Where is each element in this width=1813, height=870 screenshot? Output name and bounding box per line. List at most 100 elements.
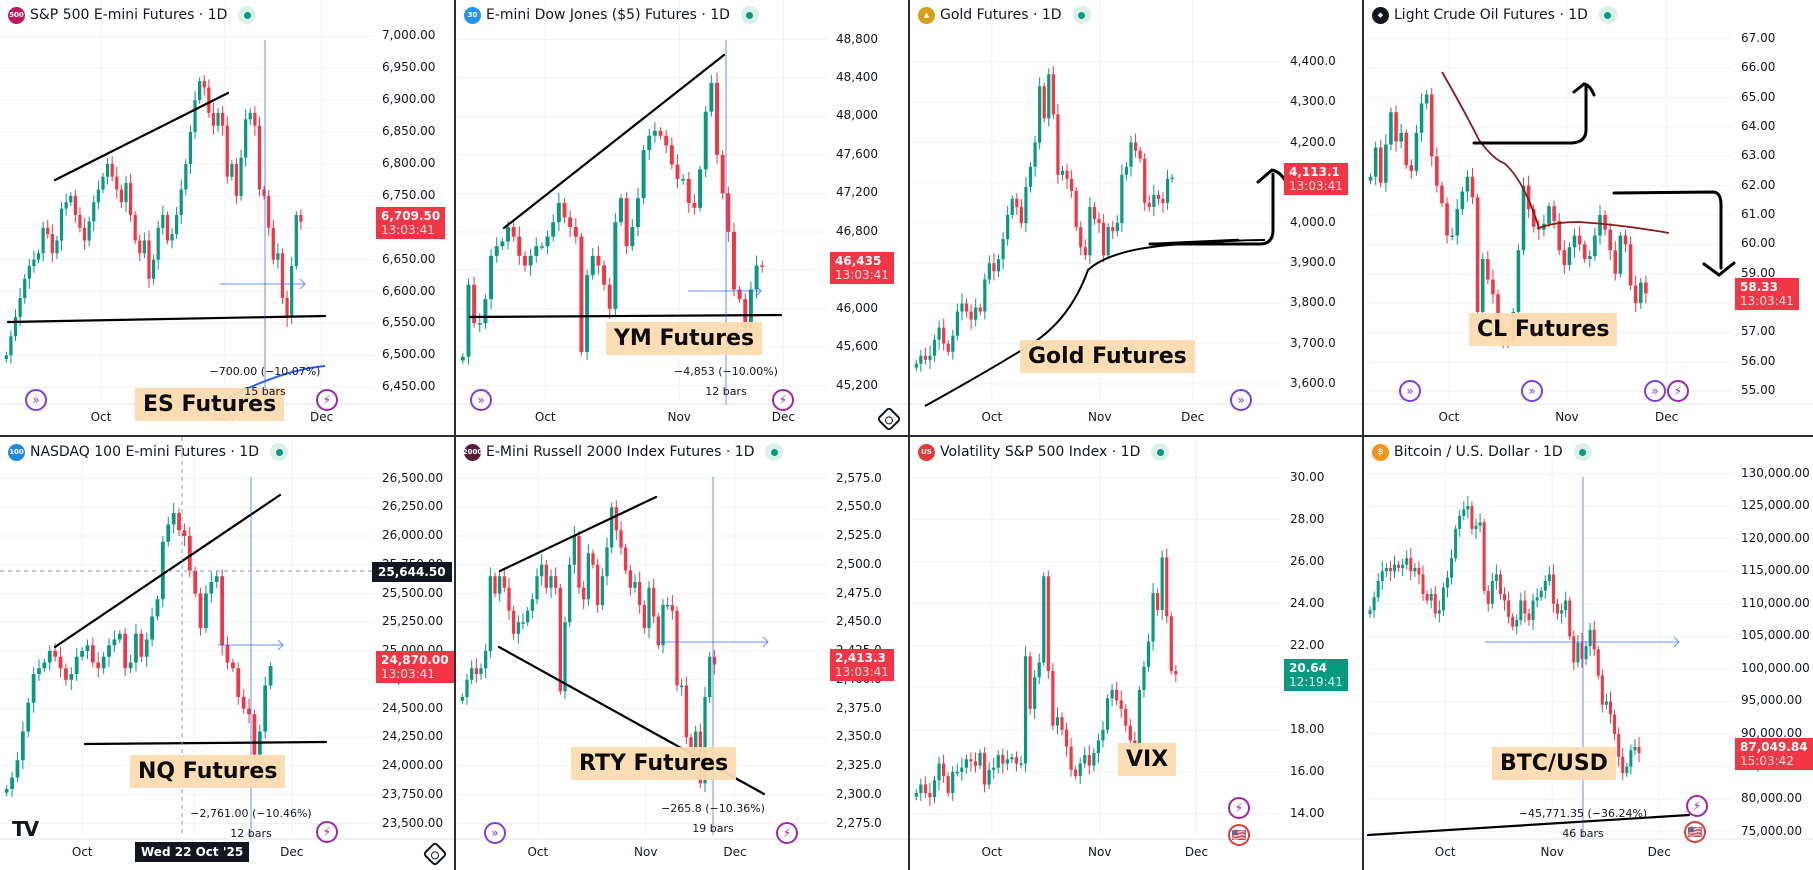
dividend-arrow-event-icon[interactable]: » xyxy=(470,389,492,411)
measure-bars: 46 bars xyxy=(1562,827,1604,840)
chart-panel-cl[interactable]: ◆ Light Crude Oil Futures · 1D 67.00 66.00 6… xyxy=(1364,0,1813,435)
price-axis-tick: 4,300.0 xyxy=(1290,94,1336,109)
candlestick-chart[interactable] xyxy=(0,0,454,435)
chart-header[interactable]: 500 S&P 500 E-mini Futures · 1D xyxy=(8,6,257,24)
lightning-event-icon[interactable]: ⚡ xyxy=(1228,797,1250,819)
chart-panel-rty[interactable]: 2000 E-Mini Russell 2000 Index Futures · … xyxy=(456,437,908,870)
time-axis-tick: Dec xyxy=(280,845,304,859)
market-open-status-icon xyxy=(238,6,257,24)
price-axis-tick: 6,600.00 xyxy=(382,283,436,298)
bar-countdown: 13:03:41 xyxy=(835,267,889,282)
measure-bars: 12 bars xyxy=(230,827,272,840)
candlestick-chart[interactable] xyxy=(1364,437,1813,870)
price-axis-tick: 7,000.00 xyxy=(382,28,436,43)
price-axis-tick: 26.00 xyxy=(1290,553,1325,568)
crosshair-date-label: Wed 22 Oct '25 xyxy=(135,842,250,862)
annotation-label: Gold Futures xyxy=(1020,340,1195,373)
price-axis-tick: 105,000.00 xyxy=(1741,628,1810,643)
last-price-label: 46,435 13:03:41 xyxy=(830,251,894,284)
price-axis-tick: 2,450.0 xyxy=(836,614,882,629)
chart-header[interactable]: 2000 E-Mini Russell 2000 Index Futures · … xyxy=(463,443,784,461)
price-axis-tick: 3,900.0 xyxy=(1290,255,1336,270)
symbol-logo-icon: US xyxy=(918,443,935,461)
price-axis-tick: 24,000.00 xyxy=(382,758,444,772)
price-axis-tick: 16.00 xyxy=(1290,763,1325,778)
last-price-label: 87,049.84 15:03:42 xyxy=(1735,738,1813,771)
chart-header[interactable]: 30 E-mini Dow Jones ($5) Futures · 1D xyxy=(464,6,759,24)
price-axis-tick: 3,800.0 xyxy=(1290,295,1336,310)
lightning-event-icon[interactable]: ⚡ xyxy=(776,822,798,844)
chart-panel-vix[interactable]: US Volatility S&P 500 Index · 1D 30.00 28.0… xyxy=(910,437,1362,870)
dividend-arrow-event-icon[interactable]: » xyxy=(25,389,47,411)
dividend-arrow-event-icon[interactable]: » xyxy=(1230,389,1252,411)
dividend-arrow-event-icon[interactable]: » xyxy=(1399,380,1421,402)
symbol-logo-icon: 2000 xyxy=(463,443,482,461)
candlestick-chart[interactable] xyxy=(910,0,1362,435)
dividend-arrow-event-icon[interactable]: » xyxy=(1644,380,1666,402)
market-open-status-icon xyxy=(1151,443,1170,461)
last-price-value: 20.64 xyxy=(1289,661,1327,676)
price-axis-tick: 55.00 xyxy=(1741,383,1776,398)
lightning-event-icon[interactable]: ⚡ xyxy=(316,821,338,843)
price-axis-tick: 4,000.0 xyxy=(1290,215,1336,230)
lightning-event-icon[interactable]: ⚡ xyxy=(772,389,794,411)
bar-countdown: 15:03:42 xyxy=(1740,754,1794,769)
time-axis-tick: Nov xyxy=(1540,845,1564,859)
market-open-status-icon xyxy=(1072,6,1091,24)
chart-header[interactable]: ₿ Bitcoin / U.S. Dollar · 1D xyxy=(1372,443,1592,461)
price-axis-tick: 28.00 xyxy=(1290,511,1325,526)
last-price-label: 24,870.00 13:03:41 xyxy=(376,650,454,683)
price-axis-tick: 30.00 xyxy=(1290,469,1325,484)
lightning-event-icon[interactable]: ⚡ xyxy=(1667,380,1689,402)
candlestick-chart[interactable] xyxy=(910,437,1362,870)
price-axis-tick: 2,350.0 xyxy=(836,729,882,744)
price-axis-tick: 4,400.0 xyxy=(1290,54,1336,69)
chart-title: NASDAQ 100 E-mini Futures · 1D xyxy=(30,444,259,460)
chart-header[interactable]: ▲ Gold Futures · 1D xyxy=(918,6,1091,24)
price-axis-tick: 2,300.0 xyxy=(836,786,882,801)
last-price-label: 4,113.1 13:03:41 xyxy=(1284,162,1348,195)
price-axis-tick: 14.00 xyxy=(1290,805,1325,820)
tradingview-logo-icon[interactable]: TV xyxy=(12,817,39,841)
crosshair-price-label: 25,644.50 xyxy=(372,562,452,582)
time-axis-tick: Dec xyxy=(723,845,747,859)
price-axis-tick: 26,250.00 xyxy=(382,499,444,514)
last-price-value: 4,113.1 xyxy=(1289,164,1340,179)
price-axis-tick: 2,275.0 xyxy=(836,815,882,830)
chart-header[interactable]: 100 NASDAQ 100 E-mini Futures · 1D xyxy=(8,443,288,461)
last-price-value: 24,870.00 xyxy=(381,652,449,667)
price-axis-tick: 2,375.0 xyxy=(836,700,882,715)
dividend-arrow-event-icon[interactable]: » xyxy=(484,822,506,844)
chart-panel-btc[interactable]: ₿ Bitcoin / U.S. Dollar · 1D 130,000.00 125… xyxy=(1364,437,1813,870)
chart-panel-nq[interactable]: 100 NASDAQ 100 E-mini Futures · 1D 26,500.… xyxy=(0,437,454,870)
price-axis-tick: 90,000.00 xyxy=(1741,726,1803,741)
price-axis-tick: 6,900.00 xyxy=(382,92,436,107)
price-axis-tick: 66.00 xyxy=(1741,60,1776,75)
annotation-label: BTC/USD xyxy=(1492,747,1616,780)
chart-header[interactable]: ◆ Light Crude Oil Futures · 1D xyxy=(1372,6,1617,24)
chart-panel-ym[interactable]: 30 E-mini Dow Jones ($5) Futures · 1D 48,8… xyxy=(456,0,908,435)
price-axis-tick: 2,500.0 xyxy=(836,556,882,571)
price-axis-tick: 26,500.00 xyxy=(382,470,444,485)
lightning-event-icon[interactable]: ⚡ xyxy=(316,389,338,411)
price-axis-tick: 120,000.00 xyxy=(1741,530,1810,545)
us-flag-event-icon[interactable]: 🇺🇸 xyxy=(1228,824,1250,846)
symbol-logo-icon: ▲ xyxy=(918,6,935,24)
annotation-label: CL Futures xyxy=(1469,313,1618,346)
time-axis-tick: Oct xyxy=(527,845,549,859)
price-axis-tick: 46,800 xyxy=(836,223,878,238)
price-axis-tick: 22.00 xyxy=(1290,637,1325,652)
chart-panel-gc[interactable]: ▲ Gold Futures · 1D 4,400.0 4,300.0 4,200.0 4… xyxy=(910,0,1362,435)
time-axis-tick: Oct xyxy=(981,410,1003,424)
chart-panel-es[interactable]: 500 S&P 500 E-mini Futures · 1D 7,000.00 6,… xyxy=(0,0,454,435)
time-axis-tick: Oct xyxy=(1438,410,1460,424)
measure-result: −2,761.00 (−10.46%) xyxy=(190,807,312,820)
lightning-event-icon[interactable]: ⚡ xyxy=(1686,795,1708,817)
bar-countdown: 13:03:41 xyxy=(1289,178,1343,193)
candlestick-chart[interactable] xyxy=(456,0,908,435)
us-flag-event-icon[interactable]: 🇺🇸 xyxy=(1684,821,1706,843)
dividend-arrow-event-icon[interactable]: » xyxy=(1521,380,1543,402)
price-axis-tick: 6,800.00 xyxy=(382,155,436,170)
chart-header[interactable]: US Volatility S&P 500 Index · 1D xyxy=(918,443,1170,461)
price-axis-tick: 2,550.0 xyxy=(836,499,882,514)
